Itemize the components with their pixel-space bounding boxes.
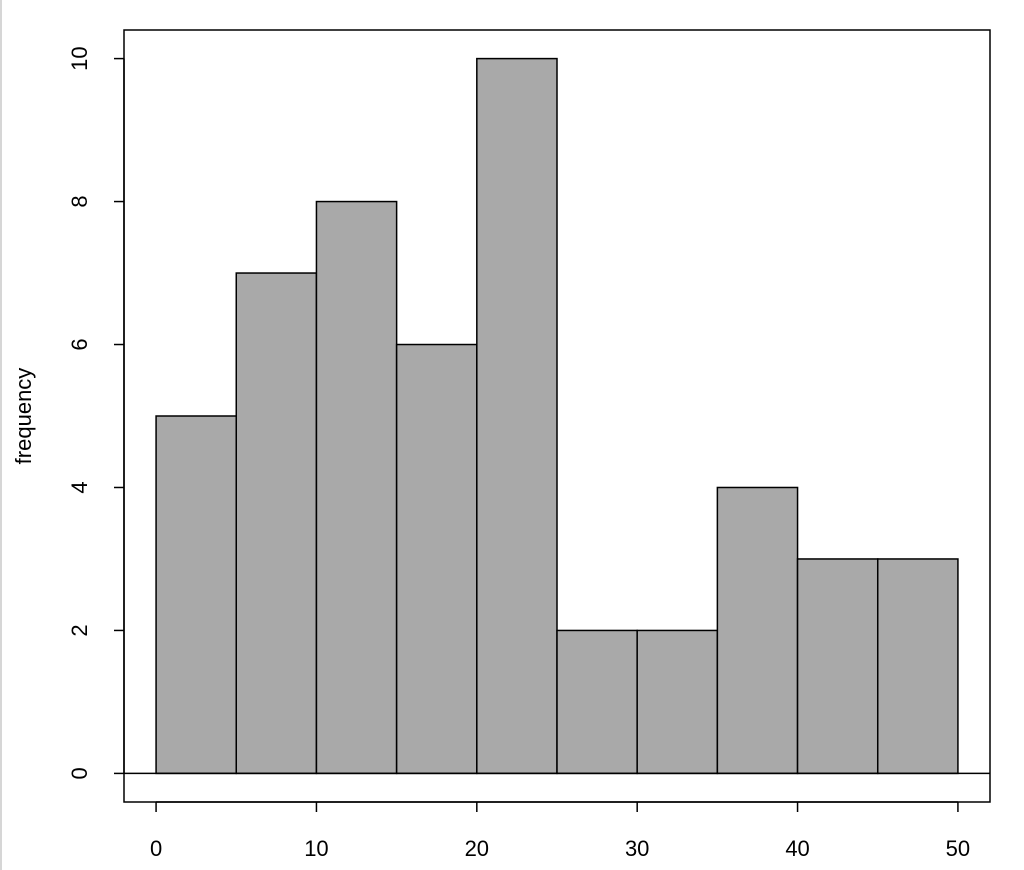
histogram-bar: [636, 629, 719, 775]
x-tick-label: 40: [785, 836, 809, 861]
x-tick-label: 30: [625, 836, 649, 861]
x-tick-label: 50: [946, 836, 970, 861]
y-tick-label: 10: [67, 46, 92, 70]
y-tick-label: 4: [67, 481, 92, 493]
y-tick-label: 2: [67, 624, 92, 636]
x-tick-label: 0: [150, 836, 162, 861]
histogram-bar: [155, 415, 238, 775]
histogram-bar: [476, 57, 558, 775]
histogram-bar: [235, 272, 318, 775]
histogram-bar: [716, 486, 799, 775]
y-axis-label: frequency: [11, 368, 36, 465]
y-tick-label: 0: [67, 767, 92, 779]
y-tick-label: 6: [67, 338, 92, 350]
histogram-bar: [796, 558, 879, 775]
histogram-bars: [155, 57, 959, 775]
y-tick-label: 8: [67, 195, 92, 207]
histogram-bar: [556, 629, 638, 775]
histogram-bar: [395, 343, 478, 775]
x-tick-label: 10: [304, 836, 328, 861]
y-axis: 0 2 4 6 8 10: [67, 46, 125, 780]
histogram-bar: [315, 200, 398, 775]
histogram-bar: [876, 558, 959, 775]
x-tick-label: 20: [465, 836, 489, 861]
x-axis: 0 10 20 30 40 50: [150, 801, 970, 861]
left-window-edge: [0, 0, 2, 870]
